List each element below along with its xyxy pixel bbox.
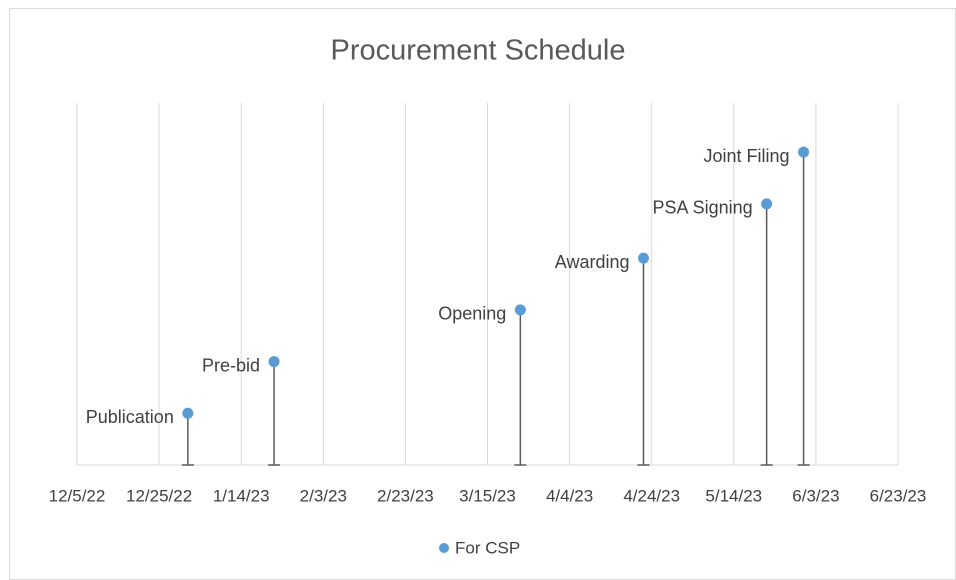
data-label: Joint Filing: [704, 146, 790, 166]
chart-frame: [9, 8, 956, 580]
x-tick-label: 2/3/23: [300, 486, 347, 505]
x-tick-label: 2/23/23: [377, 486, 434, 505]
data-label: Awarding: [555, 252, 630, 272]
point: [637, 252, 649, 264]
point: [268, 356, 280, 368]
point: [182, 407, 194, 419]
point: [514, 304, 526, 316]
chart-title: Procurement Schedule: [331, 35, 626, 67]
point: [798, 146, 810, 158]
x-tick-label: 12/5/22: [49, 486, 106, 505]
x-tick-label: 3/15/23: [459, 486, 516, 505]
x-tick-label: 6/23/23: [870, 486, 927, 505]
x-tick-label: 6/3/23: [792, 486, 839, 505]
data-label: Pre-bid: [202, 355, 260, 375]
data-label: Opening: [438, 304, 506, 324]
legend-label: For CSP: [455, 538, 520, 557]
x-tick-label: 12/25/22: [126, 486, 192, 505]
x-tick-label: 5/14/23: [705, 486, 762, 505]
x-tick-label: 4/24/23: [623, 486, 680, 505]
x-tick-label: 4/4/23: [546, 486, 593, 505]
point: [761, 198, 773, 210]
x-tick-label: 1/14/23: [213, 486, 270, 505]
legend-marker: [439, 543, 449, 553]
data-label: Publication: [86, 407, 174, 427]
data-label: PSA Signing: [653, 198, 753, 218]
